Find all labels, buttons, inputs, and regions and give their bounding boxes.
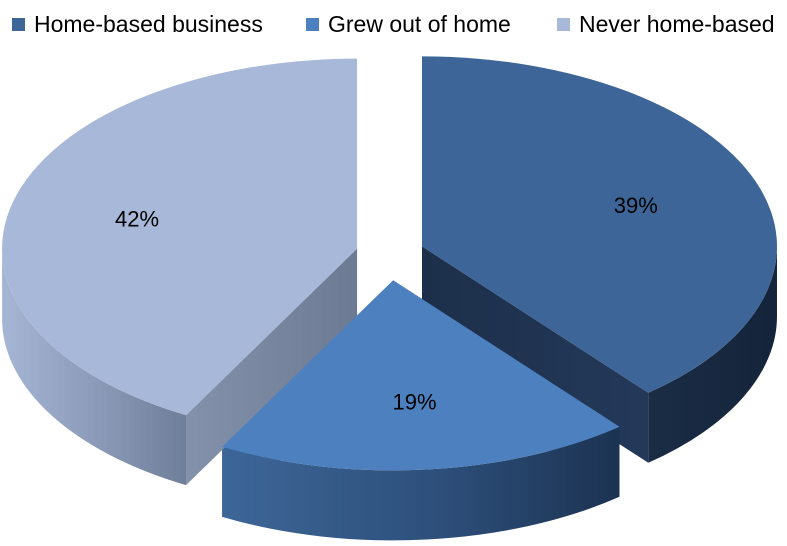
slice-rim-grew-out xyxy=(222,426,620,541)
pie-labels: 39% 19% 42% xyxy=(115,193,658,414)
pie-slice-home-based xyxy=(421,56,777,393)
data-label-never-home: 42% xyxy=(115,206,159,231)
legend-item-never-home: Never home-based xyxy=(557,8,775,40)
legend-label-never-home: Never home-based xyxy=(579,10,775,37)
pie-tops xyxy=(2,56,777,471)
slice-wall-never-home-0 xyxy=(186,248,358,486)
legend-label-home-based: Home-based business xyxy=(34,10,263,37)
legend-swatch-grew-out xyxy=(306,17,319,31)
pie-slice-grew-out xyxy=(222,280,620,471)
legend-swatch-never-home xyxy=(557,17,570,31)
slice-wall-home-based-1 xyxy=(421,246,649,463)
slice-rim-home-based xyxy=(648,246,777,463)
data-label-grew-out: 19% xyxy=(393,389,437,414)
legend-item-home-based: Home-based business xyxy=(12,8,263,40)
legend-label-grew-out: Grew out of home xyxy=(328,10,511,37)
data-label-home-based: 39% xyxy=(614,193,658,218)
legend-item-grew-out: Grew out of home xyxy=(306,8,511,40)
pie-slice-never-home xyxy=(2,58,358,416)
chart-legend: Home-based business Grew out of home Nev… xyxy=(0,8,787,40)
legend-swatch-home-based xyxy=(12,17,25,31)
slice-rim-never-home xyxy=(2,248,187,486)
